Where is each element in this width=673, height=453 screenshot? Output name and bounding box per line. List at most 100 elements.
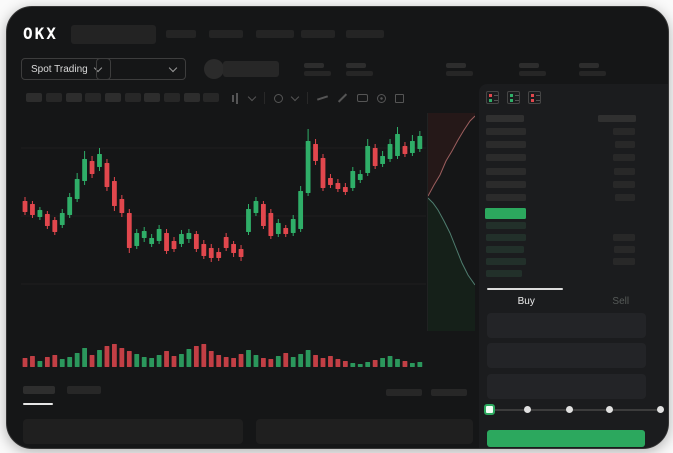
candle-body	[193, 234, 199, 249]
bid-price-placeholder[interactable]	[486, 246, 524, 253]
ask-amount-placeholder[interactable]	[613, 154, 635, 161]
bid-price-placeholder[interactable]	[486, 222, 526, 229]
nav-item-placeholder[interactable]	[346, 30, 384, 38]
screenshot-camera-icon[interactable]	[357, 94, 368, 102]
tab-sell[interactable]: Sell	[574, 287, 669, 313]
candle-style-icon[interactable]	[231, 92, 240, 104]
volume-bar	[141, 357, 147, 367]
order-input-field-1[interactable]	[487, 313, 646, 338]
timeframe-placeholder[interactable]	[46, 93, 62, 102]
fullscreen-icon[interactable]	[395, 93, 404, 103]
trade-mode-dropdown[interactable]: Spot Trading	[21, 58, 111, 80]
timeframe-placeholder[interactable]	[105, 93, 121, 102]
ask-price-placeholder[interactable]	[486, 141, 526, 148]
pair-logo	[204, 59, 224, 79]
amount-percent-slider[interactable]	[479, 402, 668, 418]
stat-label-placeholder	[304, 63, 324, 68]
ask-price-placeholder[interactable]	[486, 154, 526, 161]
drawing-line-icon[interactable]	[316, 95, 329, 101]
timeframe-placeholder[interactable]	[66, 93, 82, 102]
chevron-down-icon	[168, 63, 178, 72]
last-price-bar[interactable]	[485, 208, 526, 219]
ask-amount-placeholder[interactable]	[613, 181, 635, 188]
ask-amount-placeholder[interactable]	[615, 194, 635, 201]
stat-value-placeholder	[304, 71, 331, 76]
candle-body	[149, 238, 155, 244]
timeframe-placeholder[interactable]	[85, 93, 101, 102]
chevron-down-icon[interactable]	[247, 92, 257, 102]
timeframe-placeholder[interactable]	[184, 93, 200, 102]
nav-active-item-placeholder[interactable]	[71, 25, 156, 44]
orderbook-sells-icon[interactable]	[528, 91, 541, 104]
bottom-action-placeholder[interactable]	[431, 389, 467, 396]
volume-bar	[253, 355, 259, 367]
candle-body	[44, 214, 50, 226]
ask-amount-placeholder[interactable]	[615, 141, 635, 148]
orderbook-combined-icon[interactable]	[486, 91, 499, 104]
pair-name-placeholder	[223, 61, 279, 77]
bid-amount-placeholder[interactable]	[613, 258, 635, 265]
ask-amount-placeholder[interactable]	[613, 128, 635, 135]
nav-item-placeholder[interactable]	[209, 30, 243, 38]
candle-body	[141, 231, 147, 238]
bid-amount-placeholder[interactable]	[613, 234, 635, 241]
nav-item-placeholder[interactable]	[166, 30, 196, 38]
timeframe-placeholder[interactable]	[26, 93, 42, 102]
ask-amount-placeholder[interactable]	[614, 168, 635, 175]
volume-bar	[261, 358, 266, 367]
volume-bar	[320, 358, 326, 367]
compare-icon[interactable]	[337, 93, 348, 103]
nav-item-placeholder[interactable]	[256, 30, 294, 38]
bid-price-placeholder[interactable]	[486, 234, 526, 241]
volume-bar	[238, 354, 244, 367]
timeframe-placeholder[interactable]	[125, 93, 141, 102]
slider-track[interactable]	[488, 409, 659, 411]
orders-panel-placeholder	[256, 419, 473, 444]
slider-stop-dot[interactable]	[524, 406, 531, 413]
bottom-tab-placeholder[interactable]	[67, 386, 101, 394]
orders-panel-placeholder	[23, 419, 243, 444]
candle-body	[216, 252, 222, 258]
candle-body	[290, 219, 296, 233]
order-input-field-2[interactable]	[487, 343, 646, 368]
bid-price-placeholder[interactable]	[486, 270, 522, 277]
bid-amount-placeholder[interactable]	[614, 246, 635, 253]
stat-label-placeholder	[446, 63, 466, 68]
bottom-tab-active-placeholder[interactable]	[23, 386, 55, 394]
volume-bar	[290, 357, 296, 367]
bid-price-placeholder[interactable]	[486, 258, 526, 265]
slider-handle[interactable]	[484, 404, 495, 415]
candle-body	[52, 220, 58, 232]
chart-toolbar-icons	[231, 91, 404, 105]
nav-item-placeholder[interactable]	[301, 30, 335, 38]
volume-bar	[417, 362, 423, 367]
candle-body	[82, 159, 87, 181]
okx-logo[interactable]: OKX	[23, 24, 58, 43]
pair-selector-dropdown[interactable]	[96, 58, 186, 80]
orderbook-buys-icon[interactable]	[507, 91, 520, 104]
ask-price-placeholder[interactable]	[486, 181, 526, 188]
ask-price-placeholder[interactable]	[486, 168, 526, 175]
ask-price-placeholder[interactable]	[486, 194, 526, 201]
volume-chart[interactable]	[21, 341, 426, 367]
timeframe-placeholder[interactable]	[144, 93, 160, 102]
timeframe-placeholder[interactable]	[203, 93, 219, 102]
bottom-action-placeholder[interactable]	[386, 389, 422, 396]
chart-settings-icon[interactable]	[377, 93, 386, 103]
slider-stop-dot[interactable]	[606, 406, 613, 413]
slider-stop-dot[interactable]	[657, 406, 664, 413]
order-input-field-3[interactable]	[487, 374, 646, 399]
buy-submit-button[interactable]	[487, 430, 645, 447]
indicators-icon[interactable]	[274, 93, 283, 103]
chevron-down-icon[interactable]	[290, 92, 300, 102]
ask-price-placeholder[interactable]	[486, 128, 526, 135]
candle-body	[372, 148, 378, 166]
depth-chart[interactable]	[427, 113, 475, 331]
candlestick-chart[interactable]	[21, 113, 426, 331]
timeframe-placeholder[interactable]	[164, 93, 180, 102]
volume-bar	[126, 351, 132, 367]
depth-bids-line	[428, 197, 475, 286]
slider-stop-dot[interactable]	[566, 406, 573, 413]
volume-bar	[410, 363, 415, 367]
tab-buy[interactable]: Buy	[479, 287, 574, 313]
